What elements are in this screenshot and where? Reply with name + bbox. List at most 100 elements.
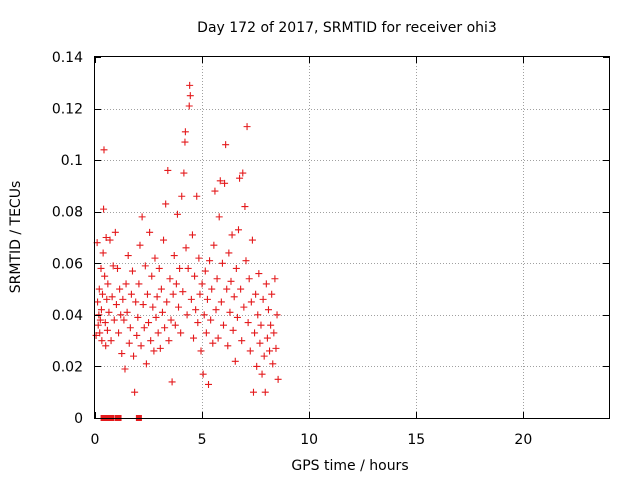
data-point: [135, 280, 143, 288]
data-point: [258, 370, 266, 378]
x-axis-label: GPS time / hours: [291, 458, 408, 474]
data-point: [201, 267, 209, 275]
data-point: [96, 316, 104, 324]
data-point: [164, 166, 172, 174]
data-point: [153, 293, 161, 301]
data-point: [261, 388, 269, 396]
data-point: [270, 329, 278, 337]
data-point: [170, 252, 178, 260]
data-point: [243, 123, 251, 131]
data-point: [102, 342, 110, 350]
data-point: [266, 347, 274, 355]
data-point: [104, 280, 112, 288]
x-tick-label: 0: [91, 432, 100, 448]
data-point: [247, 298, 255, 306]
data-point: [94, 298, 102, 306]
data-point: [148, 272, 156, 280]
data-point: [260, 352, 268, 360]
data-points: [92, 81, 282, 421]
data-point: [142, 360, 150, 368]
data-point: [273, 311, 281, 319]
data-point: [211, 187, 219, 195]
data-point: [176, 264, 184, 272]
data-point: [179, 288, 187, 296]
data-point: [253, 362, 261, 370]
data-point: [197, 347, 205, 355]
data-point: [264, 306, 272, 314]
data-point: [127, 290, 135, 298]
data-point: [206, 257, 214, 265]
data-point: [226, 308, 234, 316]
data-point: [131, 388, 139, 396]
data-point: [245, 275, 253, 283]
data-point: [214, 334, 222, 342]
data-point: [248, 236, 256, 244]
data-point: [96, 329, 104, 337]
data-point: [178, 192, 186, 200]
data-point: [216, 177, 224, 185]
data-point: [119, 295, 127, 303]
data-point: [102, 234, 110, 241]
data-point: [203, 295, 211, 303]
data-point: [175, 303, 183, 311]
x-tick-label: 5: [198, 432, 207, 448]
data-point: [222, 141, 230, 149]
data-point: [186, 81, 194, 89]
data-point: [182, 244, 190, 252]
data-point: [272, 344, 280, 352]
y-tick-label: 0.08: [52, 205, 83, 221]
data-point: [180, 169, 188, 177]
data-point: [130, 352, 138, 360]
data-point: [183, 311, 191, 319]
data-point: [228, 231, 236, 239]
data-point: [241, 203, 249, 211]
y-tick-label: 0: [74, 411, 83, 427]
data-point: [184, 264, 192, 272]
data-point: [274, 375, 282, 383]
data-point: [105, 308, 113, 316]
data-point: [109, 262, 117, 270]
data-point: [244, 319, 252, 327]
y-tick-labels: 0 0.02 0.04 0.06 0.08 0.1 0.12 0.14: [52, 50, 83, 427]
data-point: [140, 324, 148, 332]
data-point: [213, 275, 221, 283]
data-point: [239, 169, 247, 177]
data-point: [188, 231, 196, 239]
data-point: [202, 329, 210, 337]
data-point: [254, 311, 262, 319]
data-point: [181, 138, 189, 146]
data-point: [167, 316, 175, 324]
y-tick-label: 0.14: [52, 50, 83, 66]
data-point: [215, 213, 223, 221]
data-point: [163, 298, 171, 306]
data-point: [221, 179, 229, 187]
data-point: [162, 200, 170, 208]
data-point: [113, 264, 121, 272]
data-point: [100, 146, 108, 154]
data-point: [173, 210, 181, 218]
data-point: [242, 257, 250, 265]
data-point: [227, 277, 235, 285]
data-point: [150, 347, 158, 355]
data-point: [98, 290, 106, 298]
data-point: [231, 357, 239, 365]
data-point: [160, 236, 168, 244]
data-point: [118, 350, 126, 358]
data-point: [200, 311, 208, 319]
data-point: [199, 370, 207, 378]
data-point: [95, 285, 103, 293]
data-point: [218, 259, 226, 267]
plot-frame: [94, 56, 610, 419]
data-point: [136, 241, 144, 249]
data-point: [238, 337, 246, 345]
y-tick-label: 0.06: [52, 256, 83, 272]
data-point: [151, 254, 159, 262]
data-point: [259, 295, 267, 303]
data-point: [149, 303, 157, 311]
data-point: [143, 290, 151, 298]
data-point: [155, 264, 163, 272]
data-point: [210, 241, 218, 249]
data-point: [92, 331, 100, 339]
y-tick-label: 0.1: [61, 153, 83, 169]
data-point: [100, 205, 108, 213]
